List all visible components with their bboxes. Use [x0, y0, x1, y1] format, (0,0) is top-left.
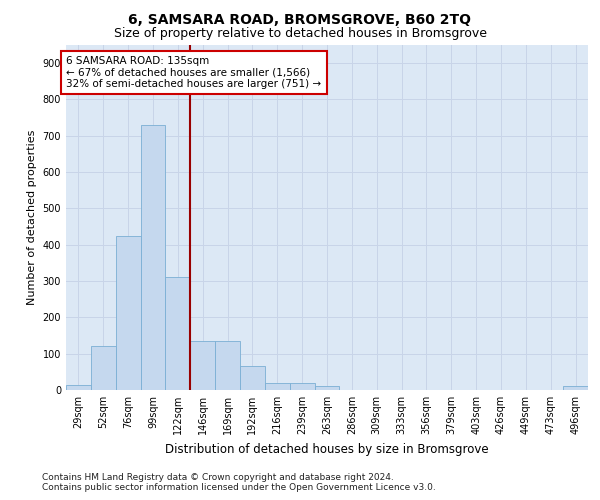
- Bar: [215, 341, 240, 390]
- Text: 6, SAMSARA ROAD, BROMSGROVE, B60 2TQ: 6, SAMSARA ROAD, BROMSGROVE, B60 2TQ: [128, 12, 472, 26]
- Bar: [66, 384, 91, 390]
- Y-axis label: Number of detached properties: Number of detached properties: [27, 130, 37, 305]
- X-axis label: Distribution of detached houses by size in Bromsgrove: Distribution of detached houses by size …: [165, 442, 489, 456]
- Bar: [91, 346, 116, 390]
- Bar: [240, 366, 265, 390]
- Text: 6 SAMSARA ROAD: 135sqm
← 67% of detached houses are smaller (1,566)
32% of semi-: 6 SAMSARA ROAD: 135sqm ← 67% of detached…: [66, 56, 322, 89]
- Bar: [265, 382, 290, 390]
- Bar: [563, 386, 588, 390]
- Bar: [116, 236, 140, 390]
- Text: Size of property relative to detached houses in Bromsgrove: Size of property relative to detached ho…: [113, 28, 487, 40]
- Bar: [166, 278, 190, 390]
- Bar: [290, 382, 314, 390]
- Bar: [140, 125, 166, 390]
- Text: Contains HM Land Registry data © Crown copyright and database right 2024.
Contai: Contains HM Land Registry data © Crown c…: [42, 473, 436, 492]
- Bar: [314, 386, 340, 390]
- Bar: [190, 341, 215, 390]
